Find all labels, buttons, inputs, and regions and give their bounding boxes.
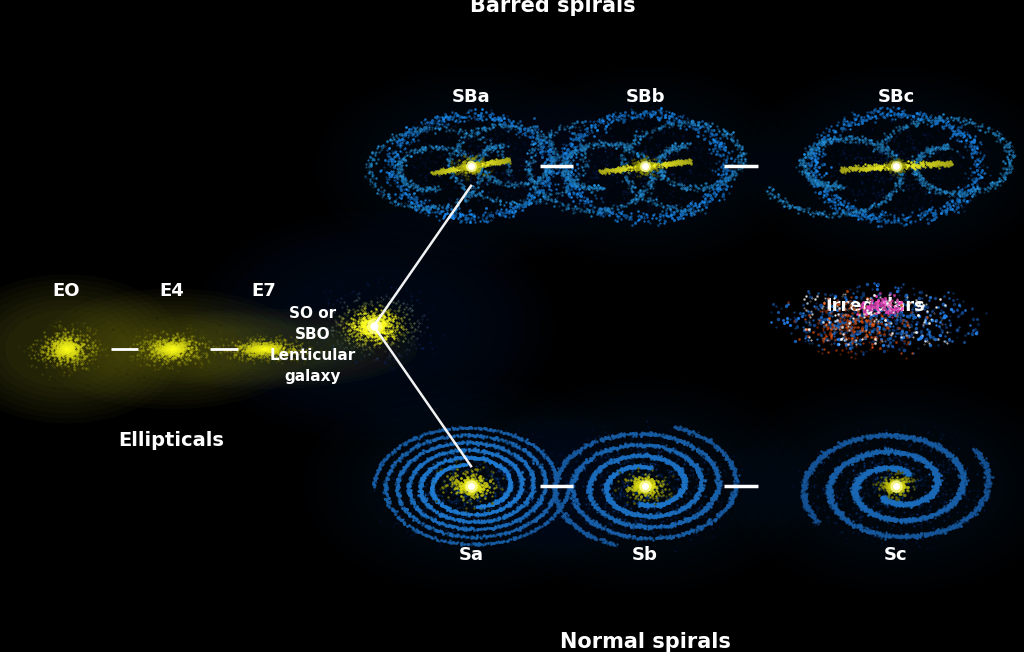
- Ellipse shape: [522, 88, 768, 244]
- Ellipse shape: [370, 102, 572, 231]
- Ellipse shape: [251, 248, 497, 404]
- Ellipse shape: [280, 266, 468, 386]
- Ellipse shape: [304, 379, 638, 592]
- Ellipse shape: [208, 220, 540, 432]
- Ellipse shape: [315, 387, 627, 585]
- Text: E7: E7: [252, 282, 276, 300]
- Ellipse shape: [222, 230, 525, 422]
- Ellipse shape: [501, 394, 790, 578]
- Ellipse shape: [327, 394, 615, 578]
- Ellipse shape: [537, 417, 754, 555]
- Text: Sa: Sa: [459, 546, 483, 564]
- Ellipse shape: [513, 402, 777, 570]
- Ellipse shape: [316, 68, 626, 265]
- Text: Barred spirals: Barred spirals: [470, 0, 636, 16]
- Ellipse shape: [544, 102, 746, 231]
- Text: Sb: Sb: [632, 546, 658, 564]
- Ellipse shape: [729, 379, 1024, 592]
- Text: SO or
SBO
Lenticular
galaxy: SO or SBO Lenticular galaxy: [269, 306, 355, 385]
- Ellipse shape: [534, 95, 757, 237]
- Text: SBa: SBa: [452, 88, 490, 106]
- Ellipse shape: [362, 417, 580, 555]
- Ellipse shape: [764, 402, 1024, 570]
- Ellipse shape: [501, 74, 790, 258]
- Ellipse shape: [350, 409, 592, 563]
- Ellipse shape: [787, 417, 1005, 555]
- Ellipse shape: [741, 68, 1024, 265]
- Ellipse shape: [339, 402, 603, 570]
- Ellipse shape: [194, 211, 554, 441]
- Text: Ellipticals: Ellipticals: [118, 431, 223, 450]
- Ellipse shape: [478, 379, 812, 592]
- Ellipse shape: [752, 74, 1024, 258]
- Ellipse shape: [524, 409, 766, 563]
- Text: Sc: Sc: [884, 546, 908, 564]
- Text: Irregulars: Irregulars: [825, 297, 926, 315]
- Ellipse shape: [795, 102, 997, 231]
- Ellipse shape: [489, 387, 801, 585]
- Text: E4: E4: [160, 282, 184, 300]
- Text: Normal spirals: Normal spirals: [560, 632, 730, 652]
- Ellipse shape: [512, 82, 778, 251]
- Ellipse shape: [784, 95, 1008, 237]
- Ellipse shape: [327, 74, 615, 258]
- Ellipse shape: [752, 394, 1024, 578]
- Ellipse shape: [740, 387, 1024, 585]
- Ellipse shape: [763, 82, 1024, 251]
- Ellipse shape: [265, 257, 482, 395]
- Ellipse shape: [338, 82, 604, 251]
- Ellipse shape: [237, 239, 511, 413]
- Ellipse shape: [775, 409, 1017, 563]
- Ellipse shape: [348, 88, 594, 244]
- Text: SBc: SBc: [878, 88, 914, 106]
- Ellipse shape: [773, 88, 1019, 244]
- Text: EO: EO: [53, 282, 80, 300]
- Ellipse shape: [490, 68, 800, 265]
- Text: SBb: SBb: [626, 88, 665, 106]
- Ellipse shape: [359, 95, 583, 237]
